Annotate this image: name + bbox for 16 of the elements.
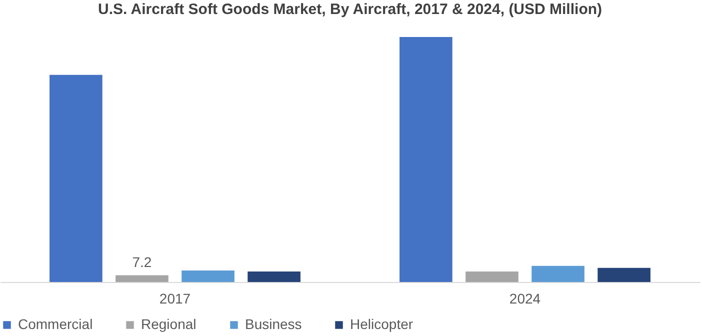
data-label: 7.2: [132, 254, 152, 270]
chart-title: U.S. Aircraft Soft Goods Market, By Aircraft, 2017 & 2024, (USD Million): [98, 1, 602, 18]
x-tick-label: 2024: [509, 290, 541, 306]
bar: [248, 272, 300, 282]
bar: [532, 266, 584, 282]
bar: [116, 275, 168, 282]
legend-label: Commercial: [18, 316, 93, 332]
legend-label: Helicopter: [350, 316, 414, 332]
bar: [182, 270, 234, 282]
legend-label: Regional: [141, 316, 196, 332]
legend-label: Business: [245, 316, 302, 332]
bar: [400, 37, 452, 282]
bar: [598, 268, 650, 282]
bar: [50, 74, 102, 282]
bar: [466, 272, 518, 282]
x-tick-label: 2017: [159, 290, 191, 306]
